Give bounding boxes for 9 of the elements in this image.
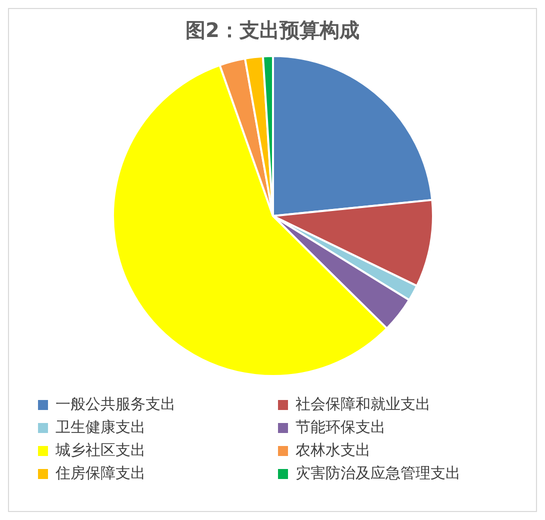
legend-label: 一般公共服务支出	[56, 395, 176, 414]
legend-label: 住房保障支出	[56, 464, 146, 483]
legend-label: 卫生健康支出	[56, 418, 146, 437]
legend-label: 节能环保支出	[296, 418, 386, 437]
legend-label: 农林水支出	[296, 441, 370, 460]
legend-label: 社会保障和就业支出	[296, 395, 430, 414]
legend-label: 城乡社区支出	[56, 441, 146, 460]
legend-label: 灾害防治及应急管理支出	[296, 464, 460, 483]
chart-title: 图2：支出预算构成	[186, 17, 360, 44]
